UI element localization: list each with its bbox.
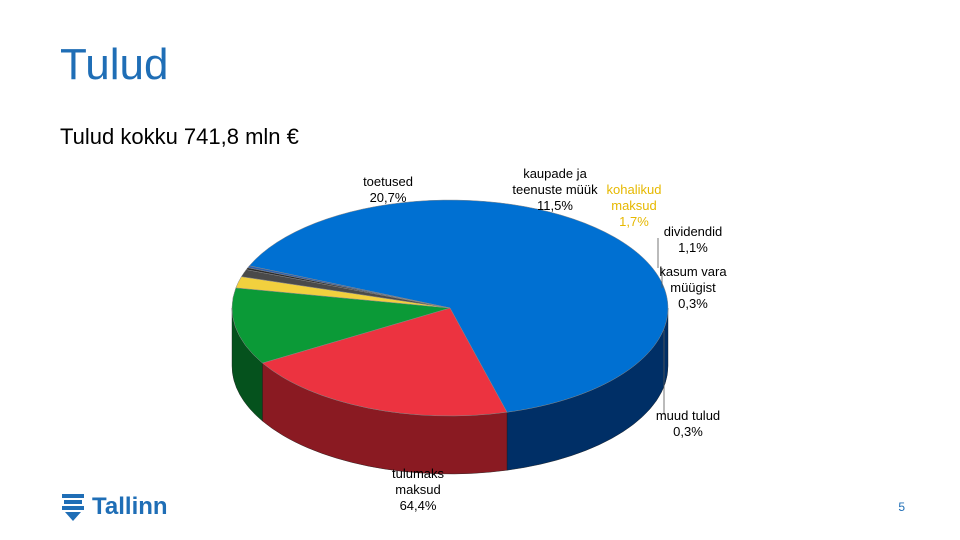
slice-label-line: 1,7% xyxy=(619,214,649,229)
slice-label-6: muud tulud 0,3% xyxy=(656,408,720,439)
slice-label-3: kohalikud maksud 1,7% xyxy=(607,182,662,229)
slice-label-line: toetused xyxy=(363,174,413,189)
slice-label-line: kohalikud xyxy=(607,182,662,197)
page-number: 5 xyxy=(898,500,905,514)
slice-label-line: 0,3% xyxy=(678,296,708,311)
slice-label-line: muud tulud xyxy=(656,408,720,423)
slide-title: Tulud xyxy=(60,40,169,89)
pie-slice-2 xyxy=(231,287,451,364)
slice-label-line: 20,7% xyxy=(370,190,407,205)
slice-label-5: kasum vara müügist 0,3% xyxy=(659,264,727,311)
slice-label-line: müügist xyxy=(670,280,716,295)
tallinn-logo: Tallinn xyxy=(60,491,168,523)
slice-label-line: kasum vara xyxy=(659,264,727,279)
slice-label-1: toetused 20,7% xyxy=(363,174,413,205)
slice-label-line: 64,4% xyxy=(400,498,437,513)
logo-text: Tallinn xyxy=(92,493,168,520)
pie-labels: tulumaks maksud 64,4%toetused 20,7%kaupade … xyxy=(363,166,727,513)
pie-slices xyxy=(231,199,669,417)
slice-label-line: 11,5% xyxy=(537,198,573,213)
tallinn-crest-icon xyxy=(62,494,84,521)
slice-label-line: dividendid xyxy=(664,224,723,239)
pie-slice-1 xyxy=(261,307,508,417)
slice-label-line: kaupade ja xyxy=(523,166,587,181)
slide-subtitle: Tulud kokku 741,8 mln € xyxy=(60,124,299,149)
slice-label-line: 1,1% xyxy=(678,240,708,255)
slice-label-0: tulumaks maksud 64,4% xyxy=(392,466,445,513)
slice-label-line: tulumaks xyxy=(392,466,445,481)
slice-label-line: maksud xyxy=(395,482,441,497)
slice-label-line: teenuste müük xyxy=(512,182,598,197)
slice-label-2: kaupade ja teenuste müük 11,5% xyxy=(512,166,598,213)
pie-slice-6 xyxy=(247,265,451,309)
slice-label-line: maksud xyxy=(611,198,657,213)
slice-label-line: 0,3% xyxy=(673,424,703,439)
pie-slice-0 xyxy=(248,199,669,413)
slice-label-4: dividendid 1,1% xyxy=(664,224,723,255)
